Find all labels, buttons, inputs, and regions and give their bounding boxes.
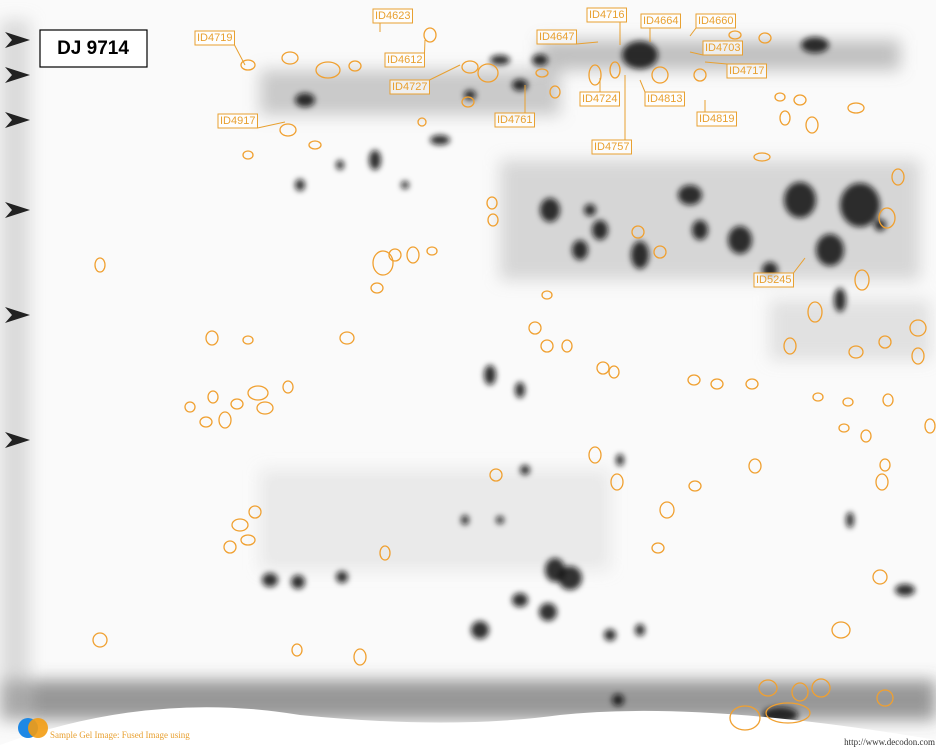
label-arrow [424,40,425,53]
gel-spot [584,204,596,216]
gel-spot [728,226,752,254]
gel-spot [512,593,528,607]
gel-spot [572,240,588,260]
gel-spot [461,515,469,525]
gel-spot [515,382,525,398]
spot-label: ID4813 [647,93,682,105]
footer-url: http://www.decodon.com [844,737,935,747]
gel-spot [834,288,846,312]
gel-image: DJ 9714 ID4623 ID4719 ID4612 ID4727 ID4917 ID… [0,0,936,753]
gel-spot [692,220,708,240]
gel-spot [401,181,409,189]
spot-label: ID4716 [589,9,624,21]
gel-spot [604,629,616,641]
footer-caption: Sample Gel Image: Fused Image using [50,730,190,740]
gel-spot [612,694,624,706]
gel-spot [512,79,528,91]
gel-spot [631,241,649,269]
gel-spot [816,234,844,266]
gel-spot [616,454,624,466]
gel-spot [840,183,880,227]
gel-spot [635,624,645,636]
spot-label: ID4612 [387,54,422,66]
gel-spot [336,160,344,170]
spot-label: ID4623 [375,10,410,22]
gel-spot [471,621,489,639]
gel-spot [678,185,702,205]
gel-spot [539,603,557,621]
spot-label: ID4917 [220,115,255,127]
spot-label: ID4724 [582,93,617,105]
gel-spot [592,220,608,240]
gel-spot [430,135,450,145]
gel-spot [336,571,348,583]
spot-label: ID4819 [699,113,734,125]
gel-spot [784,182,816,218]
gel-spot [622,41,658,69]
gel-spot [540,198,560,222]
gel-spot [895,584,915,596]
spot-label: ID4717 [729,65,764,77]
spot-label: ID4660 [698,15,733,27]
spot-label: ID4703 [705,42,740,54]
gel-spot [464,90,476,100]
gel-spot [369,150,381,170]
gel-spot [291,575,305,589]
gel-spot [846,512,854,528]
gel-spot [801,37,829,53]
gel-spot [496,516,504,524]
gel-title: DJ 9714 [57,38,129,59]
spot-label: ID4719 [197,32,232,44]
gel-spot [295,179,305,191]
gel-spot [262,573,278,587]
spot-label: ID4647 [539,31,574,43]
gel-spot [532,54,548,66]
gel-spot [295,93,315,107]
gel-spot [490,55,510,65]
gel-spot [520,465,530,475]
spot-label: ID4757 [594,141,629,153]
spot-label: ID4727 [392,81,427,93]
gel-spot [484,365,496,385]
gel-spot [874,219,886,231]
spot-label: ID4664 [643,15,678,27]
spot-label: ID5245 [756,274,791,286]
gel-spot [545,558,565,582]
logo [28,718,48,738]
spot-label: ID4761 [497,114,532,126]
